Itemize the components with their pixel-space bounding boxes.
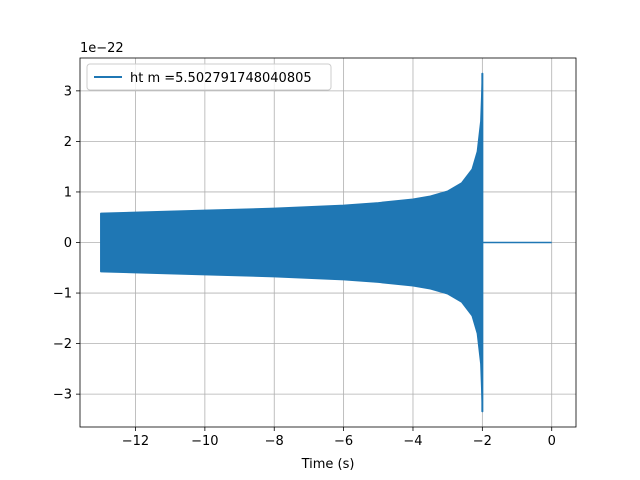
x-tick-label: −10 xyxy=(191,434,218,449)
x-tick-label: −6 xyxy=(334,434,353,449)
y-offset-text: 1e−22 xyxy=(80,41,124,56)
legend-box xyxy=(86,63,332,91)
y-tick-label: −1 xyxy=(53,287,72,302)
series-waveform-band xyxy=(100,72,483,413)
x-tick-label: −8 xyxy=(265,434,284,449)
x-tick-label: −4 xyxy=(403,434,422,449)
series-layer xyxy=(100,72,552,413)
x-axis-ticks: −12 −10 −8 −6 −4 −2 0 xyxy=(122,427,556,449)
x-axis-label: Time (s) xyxy=(301,457,355,472)
y-tick-label: −3 xyxy=(53,388,72,403)
y-tick-label: 0 xyxy=(64,236,72,251)
y-axis-ticks: −3 −2 −1 0 1 2 3 xyxy=(53,84,80,403)
x-tick-label: −12 xyxy=(122,434,149,449)
legend: ht m =5.502791748040805 xyxy=(86,63,332,91)
x-tick-label: 0 xyxy=(548,434,556,449)
legend-label: ht m =5.502791748040805 xyxy=(130,71,312,86)
y-tick-label: 1 xyxy=(64,185,72,200)
y-tick-label: −2 xyxy=(53,337,72,352)
y-tick-label: 2 xyxy=(64,135,72,150)
x-tick-label: −2 xyxy=(473,434,492,449)
y-tick-label: 3 xyxy=(64,84,72,99)
